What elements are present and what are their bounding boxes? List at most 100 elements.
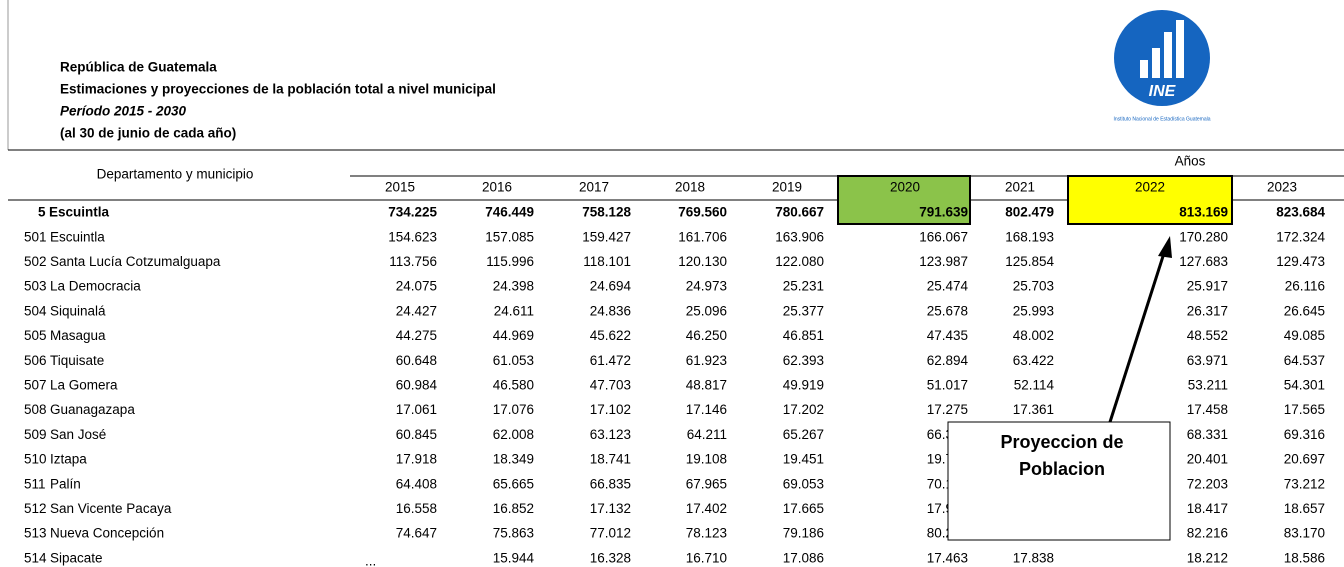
value: 17.275: [927, 402, 968, 417]
value: 64.211: [687, 427, 727, 442]
code: 5: [38, 205, 46, 220]
value: 17.838: [1013, 550, 1054, 565]
value: 24.075: [396, 279, 437, 294]
value: 127.683: [1179, 254, 1228, 269]
value: 44.275: [396, 328, 437, 343]
value: 64.537: [1284, 353, 1325, 368]
value: 780.667: [775, 205, 824, 220]
value: 68.331: [1187, 427, 1228, 442]
value: 24.398: [493, 279, 534, 294]
value: 823.684: [1276, 205, 1325, 220]
value: 17.061: [396, 402, 437, 417]
value: 25.474: [927, 279, 969, 294]
value: 62.008: [493, 427, 534, 442]
arrow-head: [1158, 236, 1172, 258]
value: 62.393: [783, 353, 824, 368]
municipio: Nueva Concepción: [50, 526, 164, 541]
logo-bar: [1164, 32, 1172, 78]
value: 16.710: [686, 550, 727, 565]
value: 72.203: [1187, 476, 1228, 491]
year-header: 2020: [890, 180, 920, 195]
value: 18.657: [1284, 501, 1325, 516]
value: 168.193: [1005, 229, 1054, 244]
code: 514: [24, 550, 47, 565]
value: 17.463: [927, 550, 968, 565]
code: 503: [24, 279, 47, 294]
value: 24.611: [494, 303, 534, 318]
code: 511: [24, 476, 46, 491]
value: 61.053: [493, 353, 534, 368]
value: 46.580: [493, 377, 534, 392]
value: 17.565: [1284, 402, 1325, 417]
row-header: Departamento y municipio: [97, 167, 254, 182]
value: 18.741: [590, 452, 631, 467]
municipio: San José: [50, 427, 106, 442]
callout-text: Proyeccion de: [1000, 432, 1123, 452]
value: 113.756: [389, 254, 437, 269]
value: 17.086: [783, 550, 824, 565]
municipio: Iztapa: [50, 452, 87, 467]
value: 15.944: [493, 550, 535, 565]
value: 163.906: [775, 229, 824, 244]
value: 172.324: [1276, 229, 1325, 244]
value: 17.918: [396, 452, 437, 467]
value: ...: [365, 553, 376, 567]
value: 791.639: [919, 205, 968, 220]
value: 79.186: [783, 526, 824, 541]
code: 507: [24, 377, 47, 392]
municipio: Siquinalá: [50, 303, 106, 318]
value: 161.706: [678, 229, 727, 244]
value: 166.067: [919, 229, 968, 244]
value: 46.851: [783, 328, 824, 343]
year-header: 2016: [482, 180, 512, 195]
value: 125.854: [1005, 254, 1054, 269]
value: 17.076: [493, 402, 534, 417]
value: 63.422: [1013, 353, 1054, 368]
code: 509: [24, 427, 47, 442]
logo-bar: [1176, 20, 1184, 78]
value: 44.969: [493, 328, 534, 343]
value: 20.697: [1284, 452, 1325, 467]
value: 49.085: [1284, 328, 1325, 343]
value: 17.132: [590, 501, 631, 516]
value: 48.002: [1013, 328, 1054, 343]
municipio: Sipacate: [50, 550, 103, 565]
value: 47.435: [927, 328, 968, 343]
value: 66.835: [590, 476, 631, 491]
value: 154.623: [388, 229, 437, 244]
year-header: 2015: [385, 180, 415, 195]
value: 45.622: [590, 328, 631, 343]
value: 73.212: [1284, 476, 1325, 491]
code: 504: [24, 303, 47, 318]
value: 69.053: [783, 476, 824, 491]
value: 74.647: [396, 526, 437, 541]
value: 734.225: [388, 205, 437, 220]
code: 510: [24, 452, 47, 467]
value: 48.817: [686, 377, 727, 392]
value: 19.451: [783, 452, 824, 467]
value: 54.301: [1284, 377, 1325, 392]
municipio: Escuintla: [50, 229, 105, 244]
value: 48.552: [1187, 328, 1228, 343]
code: 501: [24, 229, 47, 244]
value: 746.449: [485, 205, 534, 220]
value: 123.987: [919, 254, 968, 269]
header-line: (al 30 de junio de cada año): [60, 126, 236, 141]
value: 18.212: [1187, 550, 1228, 565]
header-line: República de Guatemala: [60, 60, 217, 75]
value: 64.408: [396, 476, 437, 491]
value: 26.116: [1285, 279, 1325, 294]
code: 512: [24, 501, 47, 516]
value: 813.169: [1179, 205, 1228, 220]
year-header: 2023: [1267, 180, 1297, 195]
value: 159.427: [582, 229, 631, 244]
value: 19.108: [686, 452, 727, 467]
callout-box: [947, 421, 1171, 541]
value: 77.012: [590, 526, 631, 541]
value: 16.328: [590, 550, 631, 565]
value: 17.402: [686, 501, 727, 516]
value: 122.080: [775, 254, 824, 269]
value: 60.984: [396, 377, 438, 392]
municipio: Masagua: [50, 328, 106, 343]
